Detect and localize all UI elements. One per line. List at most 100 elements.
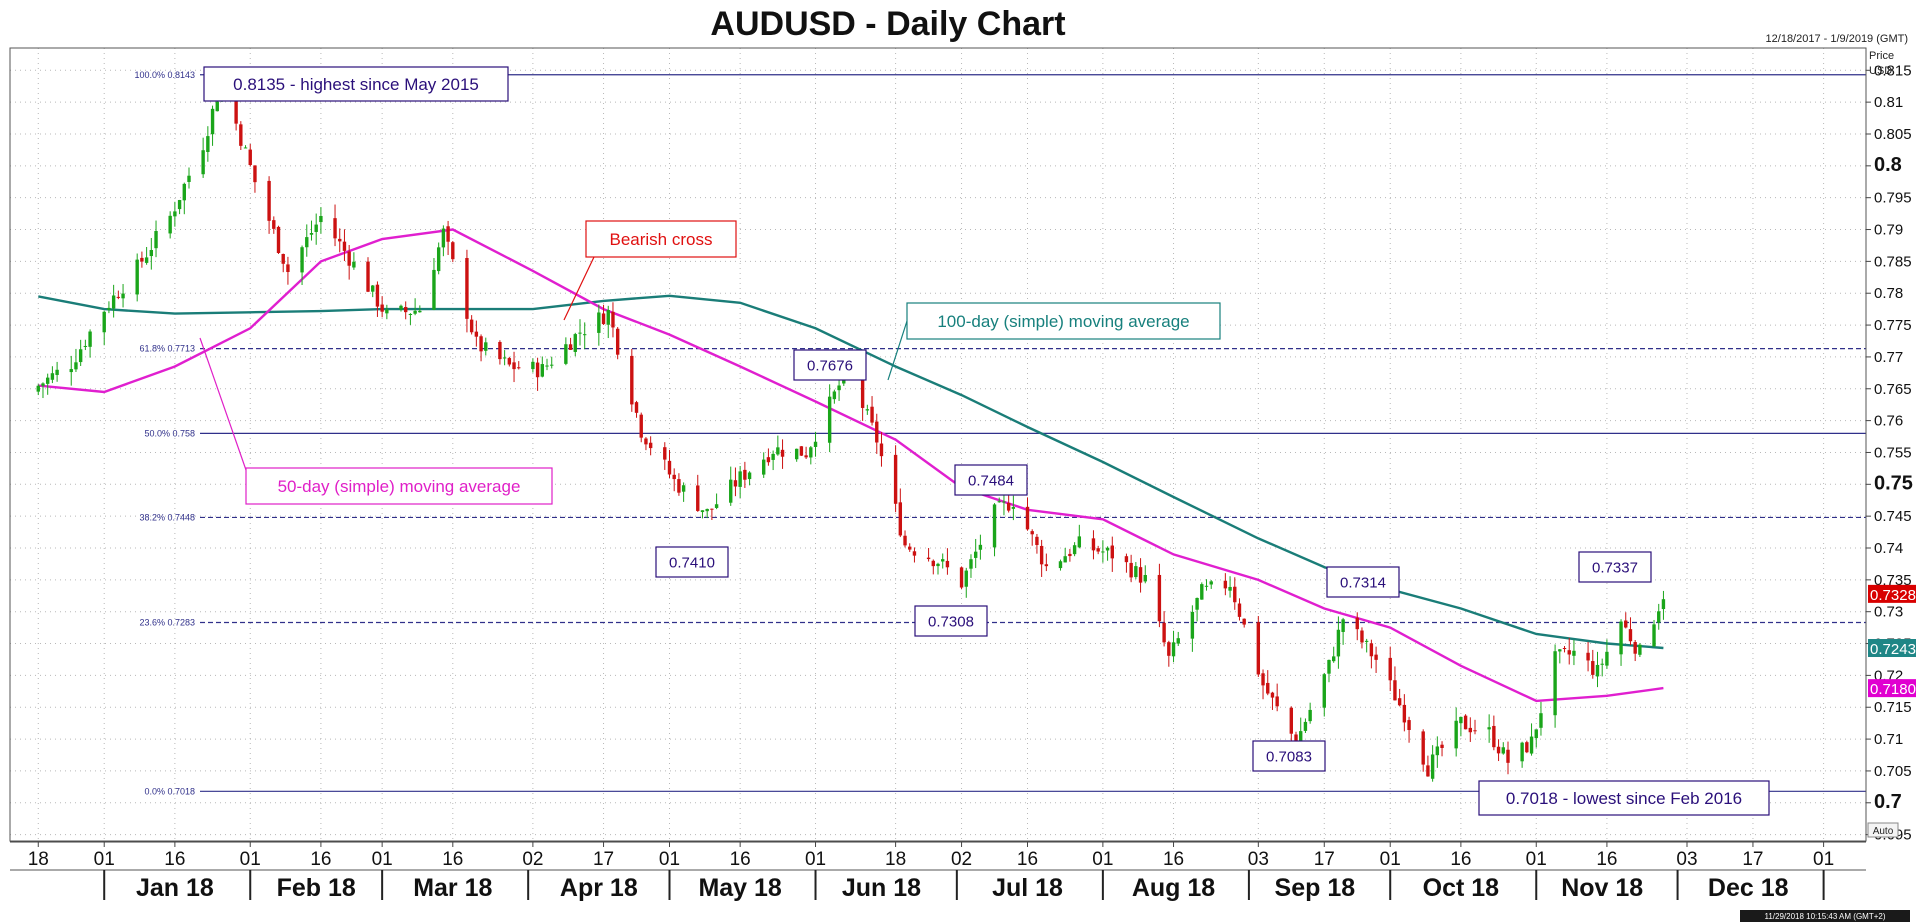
- candle-body: [512, 362, 516, 370]
- ma100-layer: [38, 294, 1664, 650]
- candle-body: [1553, 651, 1557, 716]
- x-day-label: 16: [164, 849, 185, 870]
- annotations: 0.8135 - highest since May 2015 Bearish c…: [199, 66, 1770, 816]
- x-month-label: Jun 18: [842, 874, 921, 902]
- candle-body: [1195, 597, 1199, 610]
- x-day-label: 16: [1163, 849, 1184, 870]
- annotation-box: [1252, 740, 1326, 772]
- candle-body: [714, 504, 719, 508]
- candle-body: [964, 570, 968, 587]
- candle-body: [583, 334, 587, 336]
- candle-body: [1628, 629, 1633, 642]
- candle-body: [644, 438, 648, 445]
- candle-body: [1058, 561, 1063, 569]
- price-tag-text: 0.7243: [1870, 641, 1916, 658]
- candle-body: [1171, 642, 1176, 657]
- candle-body: [931, 560, 935, 567]
- candle-body: [908, 546, 912, 550]
- candle-body: [41, 383, 45, 386]
- candle-body: [1454, 720, 1458, 749]
- candle-body: [1605, 651, 1609, 666]
- candle-body: [997, 501, 1001, 503]
- candle-body: [634, 402, 639, 413]
- candle-body: [83, 345, 88, 347]
- candle-body: [1586, 652, 1590, 661]
- candle-body: [1289, 707, 1293, 734]
- candle-body: [898, 502, 903, 536]
- candle-body: [272, 220, 276, 229]
- candle-body: [1176, 638, 1180, 644]
- candle-body: [1539, 713, 1543, 728]
- candle-body: [305, 237, 309, 248]
- candle-body: [1463, 715, 1468, 730]
- candle-body: [1223, 580, 1228, 589]
- annotation-box: [914, 605, 988, 637]
- candle-body: [540, 364, 545, 377]
- candle-body: [766, 457, 771, 463]
- candle-body: [870, 406, 874, 423]
- candle-body: [696, 485, 700, 511]
- candle-body: [1110, 545, 1114, 559]
- candle-body: [681, 485, 686, 492]
- x-day-label: 18: [28, 849, 49, 870]
- candle-body: [479, 336, 483, 352]
- y-tick-label: 0.81: [1874, 94, 1903, 111]
- x-day-label: 01: [240, 849, 261, 870]
- candle-body: [286, 264, 290, 273]
- candle-body: [1091, 538, 1096, 551]
- candle-body: [55, 369, 59, 375]
- x-day-label: 01: [1813, 849, 1834, 870]
- candle-body: [959, 567, 964, 588]
- candle-body: [1421, 731, 1425, 765]
- candle-body: [794, 448, 799, 460]
- candle-body: [1487, 727, 1491, 730]
- ma50-layer: [38, 228, 1664, 703]
- candle-body: [1039, 545, 1044, 565]
- x-day-label: 02: [522, 849, 543, 870]
- x-month-label: May 18: [698, 874, 781, 902]
- candle-body: [1002, 501, 1006, 503]
- annotation-text: Bearish cross: [610, 230, 713, 249]
- candle-body: [498, 341, 502, 360]
- candle-body: [380, 304, 384, 312]
- candle-body: [1529, 736, 1534, 754]
- fib-level-label: 100.0% 0.8143: [134, 70, 195, 80]
- price-tag-text: 0.7180: [1870, 681, 1916, 698]
- candle-body: [1402, 704, 1407, 723]
- candle-body: [776, 447, 780, 455]
- price-tag-bg: [1868, 679, 1916, 698]
- annotation-leader: [887, 320, 908, 381]
- candle-body: [1440, 744, 1444, 748]
- x-month-label: Aug 18: [1132, 874, 1215, 902]
- annotation-text: 0.8135 - highest since May 2015: [233, 75, 479, 94]
- annotation-text: 0.7308: [928, 613, 974, 630]
- candle-body: [601, 313, 606, 325]
- candle-body: [809, 447, 813, 458]
- auto-button[interactable]: [1867, 822, 1899, 838]
- annotation-text: 0.7083: [1266, 748, 1312, 765]
- candle-body: [441, 228, 446, 248]
- footer-stamp: 11/29/2018 10:15:43 AM (GMT+2): [1764, 912, 1885, 921]
- candle-body: [1600, 663, 1604, 665]
- candle-body: [1261, 673, 1265, 686]
- grid: [10, 48, 1866, 841]
- fib-level-label: 50.0% 0.758: [144, 428, 195, 438]
- y-tick-label: 0.79: [1874, 222, 1903, 239]
- y-tick-label: 0.8: [1874, 154, 1902, 176]
- y-tick-label: 0.735: [1874, 572, 1912, 589]
- candle-body: [210, 108, 215, 135]
- candle-body: [1303, 721, 1308, 731]
- candle-body: [1355, 617, 1359, 630]
- candle-body: [1233, 586, 1237, 603]
- plot-frame: [9, 47, 1867, 842]
- candle-body: [837, 385, 841, 391]
- y-axis-title-price: Price: [1869, 50, 1894, 62]
- candle-body: [1459, 716, 1463, 724]
- annotation-box: [203, 66, 509, 102]
- candle-body: [1364, 640, 1369, 642]
- annotation-text: 0.7676: [807, 357, 853, 374]
- annotation-text: 0.7018 - lowest since Feb 2016: [1506, 789, 1742, 808]
- candle-body: [469, 319, 474, 333]
- candle-body: [1567, 650, 1571, 655]
